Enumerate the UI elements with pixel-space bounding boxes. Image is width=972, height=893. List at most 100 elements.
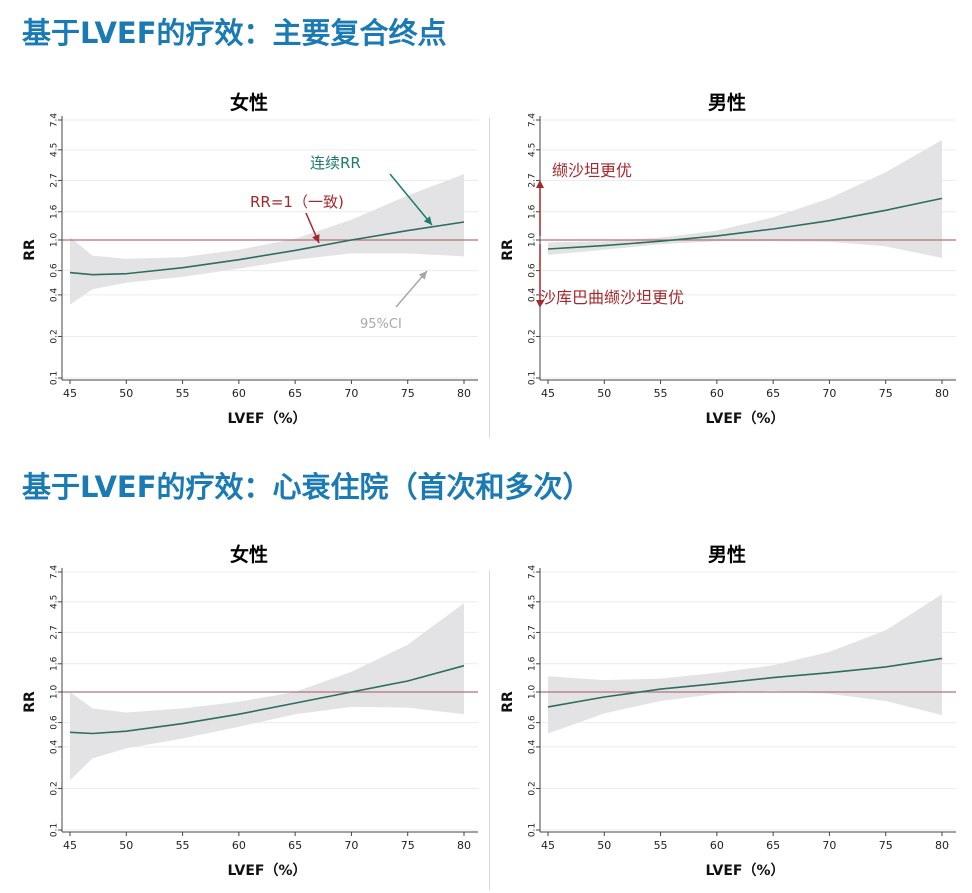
x-tick-label: 75 [879, 387, 893, 400]
x-tick-label: 60 [232, 839, 246, 852]
x-tick-label: 70 [822, 839, 836, 852]
chart-svg: 0.1 0.2 0.4 0.6 1.0 1.6 2.7 4.5 7.4 45 50 55 60 65 70 7… [22, 113, 478, 427]
x-tick-label: 50 [119, 387, 133, 400]
ci-band [70, 603, 464, 781]
x-tick-label: 45 [541, 387, 555, 400]
y-tick-label: 0.6 [50, 715, 60, 730]
x-tick-label: 50 [597, 839, 611, 852]
chart-panel-male-hf: 男性 0.1 0.2 0.4 0.6 1.0 1.6 2.7 4.5 7.4 45 50 55 60 65… [488, 536, 966, 892]
x-tick-label: 80 [457, 839, 471, 852]
panel-title: 男性 [707, 92, 746, 114]
x-tick-label: 60 [710, 387, 724, 400]
annotation-sacubitril-better: 沙库巴曲缬沙坦更优 [540, 288, 684, 307]
y-tick-label: 0.1 [528, 371, 538, 385]
x-axis-label: LVEF（%） [228, 863, 307, 879]
x-tick-label: 75 [879, 839, 893, 852]
x-tick-label: 70 [344, 387, 358, 400]
y-tick-label: 4.5 [528, 143, 538, 157]
x-tick-label: 60 [232, 387, 246, 400]
arrow-head [418, 271, 427, 280]
y-tick-label: 0.1 [528, 823, 538, 837]
y-tick-label: 1.6 [528, 656, 538, 671]
section-title-hf-hospitalization: 基于LVEF的疗效：心衰住院（首次和多次） [22, 470, 592, 504]
y-tick-label: 4.5 [528, 595, 538, 609]
annotation-95ci: 95%CI [360, 317, 402, 332]
arrow-head [423, 216, 432, 225]
y-tick-label: 0.2 [528, 781, 538, 795]
x-axis-label: LVEF（%） [706, 411, 785, 427]
y-tick-label: 0.2 [50, 781, 60, 795]
panel-title: 男性 [707, 544, 746, 566]
chart-panel-female-hf: 女性 0.1 0.2 0.4 0.6 1.0 1.6 2.7 4.5 7.4 45 50 55 60 65… [10, 536, 488, 892]
ci-band [548, 594, 942, 734]
y-tick-label: 1.0 [528, 685, 538, 700]
y-tick-label: 1.0 [528, 233, 538, 248]
chart-svg: 0.1 0.2 0.4 0.6 1.0 1.6 2.7 4.5 7.4 45 50 55 60 65 70 7… [500, 565, 956, 879]
x-tick-label: 55 [654, 387, 668, 400]
section-title-primary-endpoint: 基于LVEF的疗效：主要复合终点 [22, 16, 447, 50]
ci-band [70, 174, 464, 305]
y-tick-label: 7.4 [50, 113, 60, 128]
y-tick-label: 1.0 [50, 685, 60, 700]
annotation-valsartan-better: 缬沙坦更优 [552, 161, 632, 180]
y-axis-label: RR [22, 239, 38, 261]
arrow-line [389, 173, 433, 226]
x-tick-label: 50 [119, 839, 133, 852]
x-tick-label: 75 [401, 839, 415, 852]
x-tick-label: 45 [63, 387, 77, 400]
y-tick-label: 0.1 [50, 823, 60, 837]
y-tick-label: 1.6 [50, 204, 60, 219]
y-tick-label: 0.2 [528, 329, 538, 343]
x-axis-label: LVEF（%） [228, 411, 307, 427]
y-tick-label: 0.6 [50, 263, 60, 278]
x-tick-label: 80 [935, 839, 949, 852]
x-tick-label: 65 [288, 839, 302, 852]
ci-band [548, 140, 942, 258]
y-tick-label: 1.6 [528, 204, 538, 219]
y-tick-label: 7.4 [528, 565, 538, 580]
chart-panel-female-primary: 女性 0.1 0.2 0.4 0.6 1.0 1.6 2.7 4.5 7.4 45 50 55 60 65… [10, 84, 488, 440]
panel-divider [489, 118, 490, 438]
x-axis-label: LVEF（%） [706, 863, 785, 879]
y-tick-label: 0.1 [50, 371, 60, 385]
x-tick-label: 65 [288, 387, 302, 400]
rr-curve [547, 657, 943, 708]
y-tick-label: 0.4 [528, 739, 538, 754]
y-tick-label: 1.6 [50, 656, 60, 671]
arrow-head [536, 300, 544, 308]
annotation-continuous-rr: 连续RR [310, 154, 361, 172]
y-axis-label: RR [22, 691, 38, 713]
x-tick-label: 80 [457, 387, 471, 400]
x-tick-label: 55 [176, 387, 190, 400]
y-tick-label: 2.7 [50, 625, 60, 639]
panel-title: 女性 [229, 92, 268, 114]
y-axis-label: RR [500, 691, 516, 713]
y-tick-label: 7.4 [528, 113, 538, 128]
x-tick-label: 45 [63, 839, 77, 852]
rr-curve [547, 197, 943, 250]
chart-panel-male-primary: 男性 0.1 0.2 0.4 0.6 1.0 1.6 2.7 4.5 7.4 45 50 55 60 65… [488, 84, 966, 440]
y-tick-label: 1.0 [50, 233, 60, 248]
y-tick-label: 0.4 [50, 739, 60, 754]
annotation-rr-1: RR=1（一致) [250, 193, 344, 211]
y-tick-label: 0.6 [528, 715, 538, 730]
y-tick-label: 0.2 [50, 329, 60, 343]
y-tick-label: 2.7 [50, 173, 60, 187]
chart-svg: 0.1 0.2 0.4 0.6 1.0 1.6 2.7 4.5 7.4 45 50 55 60 65 70 7… [500, 113, 956, 427]
x-tick-label: 70 [344, 839, 358, 852]
x-tick-label: 65 [766, 839, 780, 852]
x-tick-label: 65 [766, 387, 780, 400]
y-axis-label: RR [500, 239, 516, 261]
chart-svg: 0.1 0.2 0.4 0.6 1.0 1.6 2.7 4.5 7.4 45 50 55 60 65 70 7… [22, 565, 478, 879]
x-tick-label: 55 [176, 839, 190, 852]
rr-curve [69, 664, 465, 735]
arrow-head [536, 180, 544, 188]
panel-divider [489, 570, 490, 890]
x-tick-label: 50 [597, 387, 611, 400]
y-tick-label: 2.7 [528, 625, 538, 639]
x-tick-label: 80 [935, 387, 949, 400]
y-tick-label: 0.6 [528, 263, 538, 278]
panel-title: 女性 [229, 544, 268, 566]
rr-curve [69, 221, 465, 276]
arrow-head [312, 234, 320, 243]
